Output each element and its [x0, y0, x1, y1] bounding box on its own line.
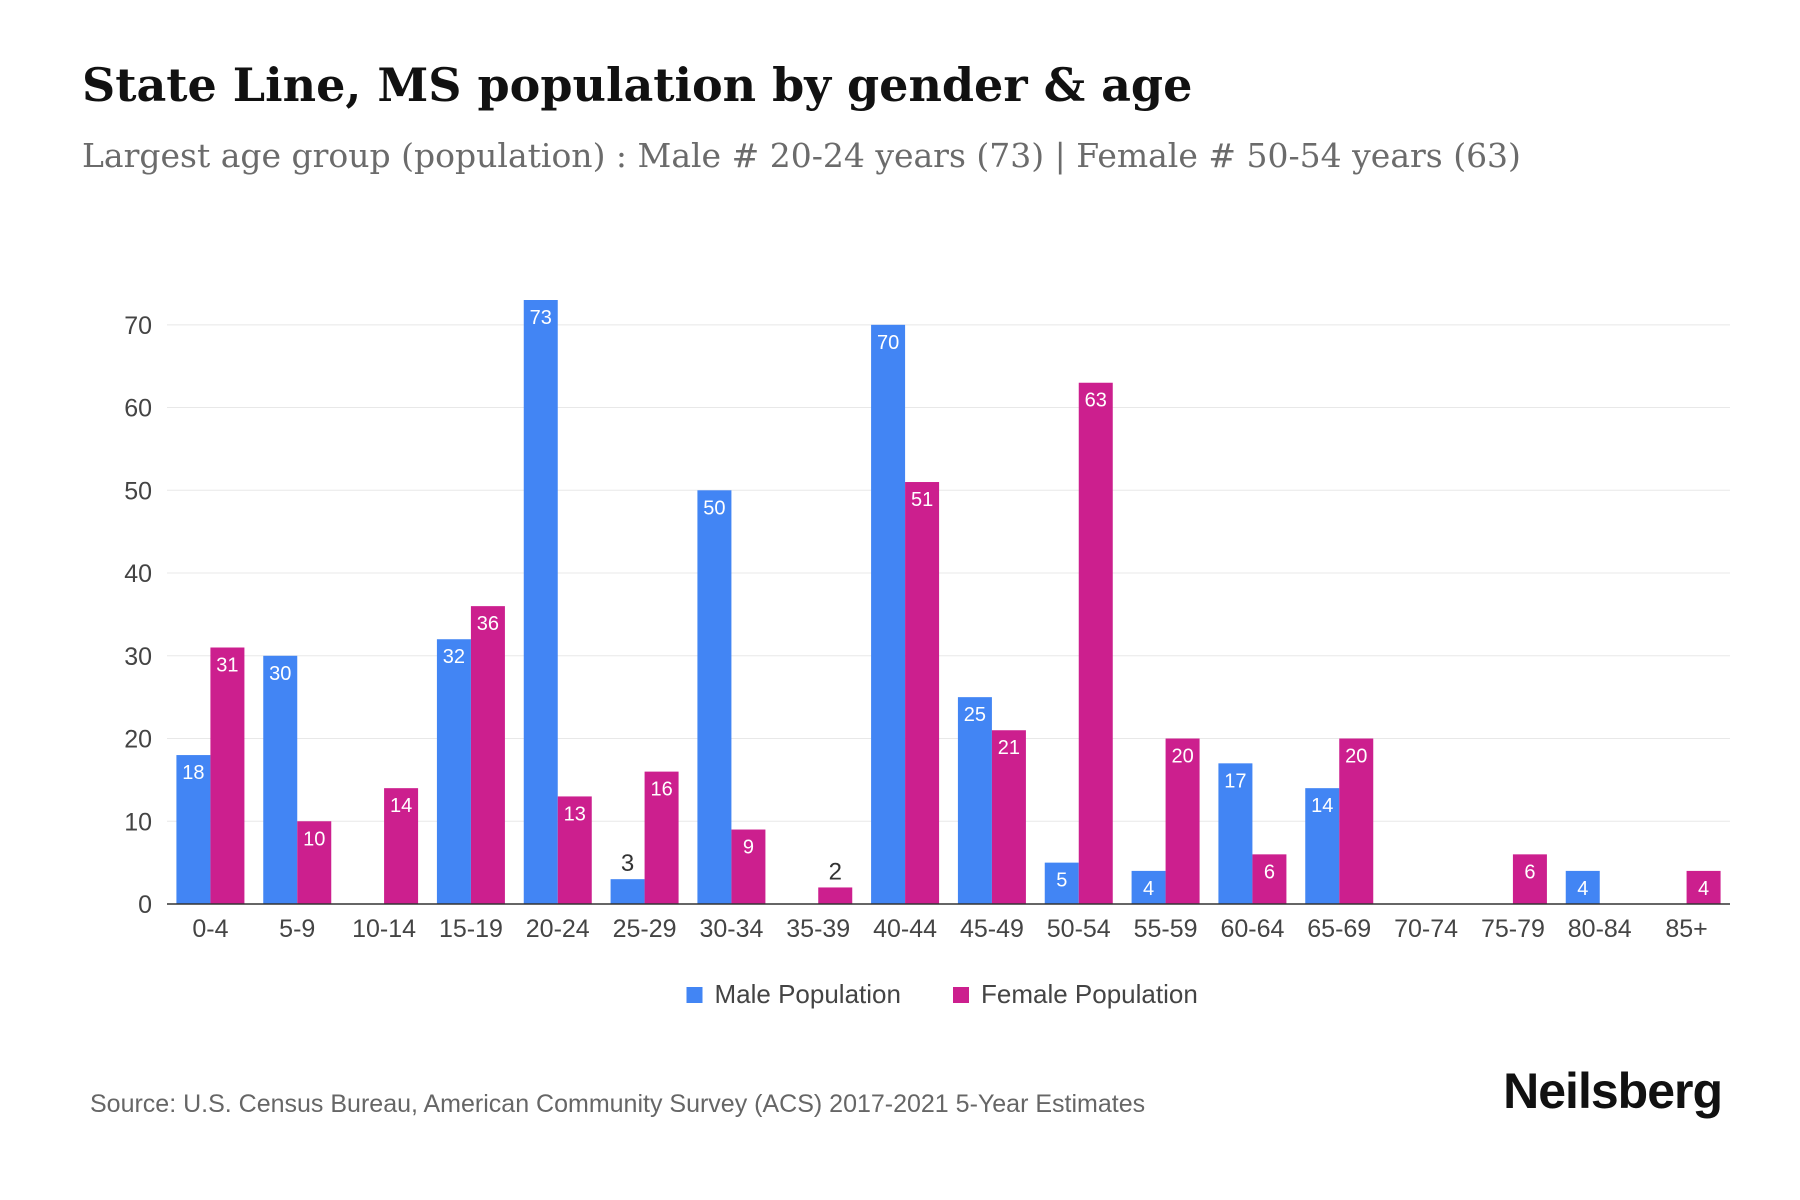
data-label: 20: [1345, 746, 1367, 768]
bar: [871, 324, 906, 905]
gridlines: [167, 324, 1730, 822]
data-label: 5: [1056, 870, 1067, 892]
y-tick-label: 0: [138, 891, 152, 919]
data-label: 3: [621, 850, 634, 877]
bar: [210, 647, 245, 904]
bar: [436, 639, 471, 904]
x-tick-label: 25-29: [613, 915, 677, 943]
data-label: 36: [477, 613, 499, 635]
bar: [905, 482, 940, 904]
data-label: 18: [182, 762, 204, 784]
bar: [1252, 854, 1287, 904]
bar: [610, 879, 645, 904]
x-tick-label: 50-54: [1047, 915, 1111, 943]
x-tick-label: 15-19: [439, 915, 503, 943]
legend-swatch: [953, 987, 969, 1003]
bar: [263, 655, 298, 904]
data-label: 21: [998, 737, 1020, 759]
chart-title: State Line, MS population by gender & ag…: [82, 58, 1193, 112]
bar: [384, 788, 419, 904]
x-tick-label: 45-49: [960, 915, 1024, 943]
data-label: 2: [829, 858, 842, 885]
source-note: Source: U.S. Census Bureau, American Com…: [90, 1090, 1146, 1118]
bar: [644, 771, 679, 904]
bar: [731, 829, 766, 904]
x-tick-label: 5-9: [279, 915, 315, 943]
data-label: 4: [1143, 878, 1154, 900]
bar: [957, 697, 992, 904]
data-label: 51: [911, 489, 933, 511]
x-tick-label: 80-84: [1568, 915, 1632, 943]
bar: [1565, 870, 1600, 904]
bar: [1686, 870, 1721, 904]
chart-subtitle: Largest age group (population) : Male # …: [82, 136, 1521, 175]
data-label: 20: [1171, 746, 1193, 768]
legend-label: Male Population: [715, 979, 901, 1009]
x-tick-label: 10-14: [352, 915, 416, 943]
x-tick-label: 55-59: [1134, 915, 1198, 943]
bar: [470, 606, 505, 904]
data-label: 70: [877, 332, 899, 354]
y-tick-label: 50: [124, 477, 152, 505]
bar: [1512, 854, 1547, 904]
legend: Male Population Female Population: [686, 979, 1198, 1009]
data-label: 9: [743, 837, 754, 859]
legend-label: Female Population: [981, 979, 1198, 1009]
data-label: 10: [303, 828, 325, 850]
data-label: 31: [216, 655, 238, 677]
data-label: 14: [390, 795, 412, 817]
brand-logo: Neilsberg: [1503, 1063, 1723, 1119]
data-label: 4: [1577, 878, 1588, 900]
bar: [991, 730, 1026, 904]
x-tick-label: 85+: [1665, 915, 1707, 943]
x-tick-label: 65-69: [1307, 915, 1371, 943]
bars: 18 31 30 10 14 32 36 73 13 3 16 50 9 2 70 51 25 21 5 63 4 20 1…: [176, 300, 1721, 905]
data-label: 4: [1698, 878, 1709, 900]
y-tick-label: 60: [124, 395, 152, 423]
data-label: 63: [1085, 390, 1107, 412]
bar: [176, 755, 211, 904]
x-tick-label: 35-39: [786, 915, 850, 943]
data-label: 6: [1524, 861, 1535, 883]
x-tick-label: 60-64: [1220, 915, 1284, 943]
bar: [1305, 788, 1340, 904]
bar: [1131, 870, 1166, 904]
bar: [523, 300, 558, 904]
data-label: 25: [964, 704, 986, 726]
x-axis: 0-4 5-9 10-14 15-19 20-24 25-29 30-34 35-39 40-4…: [167, 903, 1730, 943]
data-label: 6: [1264, 861, 1275, 883]
bar: [697, 490, 732, 904]
bar: [1078, 382, 1113, 904]
y-tick-label: 20: [124, 726, 152, 754]
y-tick-label: 10: [124, 808, 152, 836]
data-label: 50: [703, 497, 725, 519]
bar: [297, 821, 332, 904]
data-label: 17: [1224, 770, 1246, 792]
x-tick-label: 30-34: [699, 915, 763, 943]
y-tick-label: 40: [124, 560, 152, 588]
legend-swatch: [686, 987, 703, 1003]
data-label: 16: [650, 779, 672, 801]
data-label: 73: [530, 307, 552, 329]
bar: [557, 796, 592, 904]
x-tick-label: 75-79: [1481, 915, 1545, 943]
bar: [1165, 738, 1200, 904]
data-label: 13: [564, 803, 586, 825]
bar: [818, 887, 853, 904]
data-label: 30: [269, 663, 291, 685]
x-tick-label: 0-4: [192, 915, 228, 943]
bar: [1044, 862, 1079, 904]
x-tick-label: 20-24: [526, 915, 590, 943]
y-tick-label: 70: [124, 312, 152, 340]
bar: [1218, 763, 1253, 904]
y-axis: 0 10 20 30 40 50 60 70: [124, 312, 152, 919]
data-label: 14: [1311, 795, 1333, 817]
x-tick-label: 70-74: [1394, 915, 1458, 943]
x-tick-label: 40-44: [873, 915, 937, 943]
bar: [1339, 738, 1374, 904]
data-label: 32: [443, 646, 465, 668]
y-tick-label: 30: [124, 643, 152, 671]
